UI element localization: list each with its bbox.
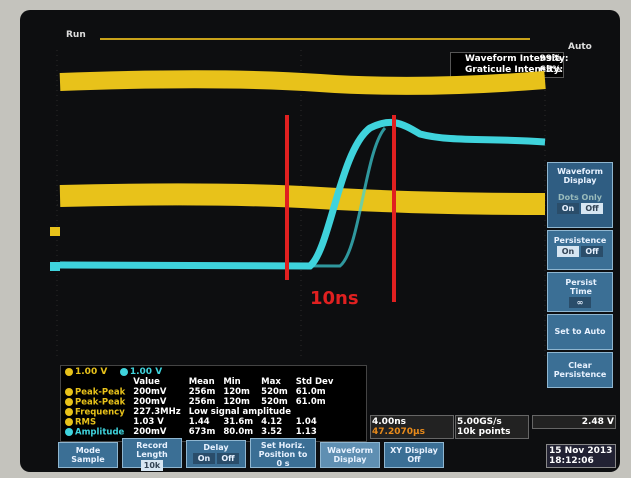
measurement-name-cell: Peak-Peak (61, 388, 129, 398)
menu-title: Waveform Display Dots Only OnOff (547, 162, 613, 228)
xy-value: Off (385, 455, 443, 464)
delay-on[interactable]: On (193, 453, 215, 464)
measurement-value: 200mV (129, 388, 184, 398)
measurement-value: 1.03 V (129, 418, 184, 428)
measurement-value: 3.52 (257, 428, 292, 438)
measurement-row: Peak-Peak 200mV256m120m520m61.0m (61, 388, 337, 398)
measurement-value: 120m (219, 398, 257, 408)
measurement-value: 4.12 (257, 418, 292, 428)
trigger-box: 2.48 V (532, 415, 616, 429)
timebase-box: 4.00ns 47.2070µs (370, 415, 454, 439)
page: Run Auto Waveform Intensity: 99% Graticu… (0, 0, 631, 478)
measurement-name: RMS (75, 417, 96, 427)
trigger-level: 2.48 V (582, 417, 614, 427)
measurement-value: 120m (219, 388, 257, 398)
scope-screen: Run Auto Waveform Intensity: 99% Graticu… (20, 10, 620, 472)
measurement-value: 1.04 (292, 418, 338, 428)
measurement-name-cell: Amplitude (61, 428, 129, 438)
measurement-value: Low signal amplitude (185, 408, 338, 418)
ch1-scale: 1.00 V (75, 367, 107, 377)
channel-dot (65, 428, 73, 436)
persistence-off[interactable]: Off (581, 246, 603, 257)
measurement-name: Peak-Peak (75, 387, 125, 397)
ch1-trace (60, 194, 545, 204)
persist-time-value: ∞ (569, 297, 591, 308)
waveform-display-button[interactable]: Waveform Display (320, 442, 380, 468)
menu-title-text: Waveform Display (548, 167, 612, 185)
measurement-value: 520m (257, 398, 292, 408)
ch2-scale: 1.00 V (130, 367, 162, 377)
delay-label: Delay (187, 443, 245, 452)
persistence-on[interactable]: On (557, 246, 579, 257)
channel-dot (65, 398, 73, 406)
ch1-marker (50, 227, 60, 236)
acquisition-box: 5.00GS/s 10k points (455, 415, 529, 439)
measurement-value: 80.0m (219, 428, 257, 438)
channel-dot (65, 418, 73, 426)
measurement-value: 200mV (129, 398, 184, 408)
mode-label: Mode (59, 446, 117, 455)
sample-rate: 5.00GS/s (457, 417, 527, 427)
measurement-value: 31.6m (219, 418, 257, 428)
measurement-value: 1.13 (292, 428, 338, 438)
ch2-marker (50, 262, 60, 271)
mode-value: Sample (59, 455, 117, 464)
clear-persistence[interactable]: Clear Persistence (547, 352, 613, 388)
measurement-value: 256m (185, 398, 220, 408)
measurement-value: 520m (257, 388, 292, 398)
measurement-name: Amplitude (75, 427, 124, 437)
measurement-value: 61.0m (292, 398, 338, 408)
dots-on[interactable]: On (557, 203, 579, 214)
dots-only-label: Dots Only (548, 193, 612, 202)
horizontal-scale: 4.00ns (372, 417, 452, 427)
record-points: 10k points (457, 427, 527, 437)
persist-time-button[interactable]: Persist Time ∞ (547, 272, 613, 312)
set-to-auto[interactable]: Set to Auto (547, 314, 613, 350)
set-position-button[interactable]: Set Horiz. Position to 0 s (250, 438, 316, 468)
record-length-value: 10k (141, 460, 163, 471)
ch1-trace (60, 79, 545, 86)
record-length-label: Record Length (123, 441, 181, 459)
channel-dot (65, 388, 73, 396)
measurement-value: 227.3MHz (129, 408, 184, 418)
measurement-name-cell: Peak-Peak (61, 398, 129, 408)
xy-label: XY Display (385, 446, 443, 455)
persistence-label: Persistence (548, 236, 612, 245)
measurement-name: Peak-Peak (75, 397, 125, 407)
persist-time-label: Persist Time (561, 278, 601, 296)
measurement-value: 673m (185, 428, 220, 438)
waveform-area: 10ns (20, 10, 620, 370)
measurement-name: Frequency (75, 407, 125, 417)
measurement-name-cell: RMS (61, 418, 129, 428)
measurement-value: 61.0m (292, 388, 338, 398)
delay-off[interactable]: Off (217, 453, 239, 464)
measurement-value: 256m (185, 388, 220, 398)
horizontal-position: 47.2070µs (372, 427, 452, 437)
dots-off[interactable]: Off (581, 203, 603, 214)
annotation: 10ns (310, 288, 359, 309)
datetime: 15 Nov 2013 18:12:06 (546, 444, 616, 468)
channel-dot (65, 408, 73, 416)
measurement-name-cell: Frequency (61, 408, 129, 418)
measurement-value: 200mV (129, 428, 184, 438)
date: 15 Nov 2013 (549, 446, 613, 456)
time: 18:12:06 (549, 456, 613, 466)
measurement-value: 1.44 (185, 418, 220, 428)
